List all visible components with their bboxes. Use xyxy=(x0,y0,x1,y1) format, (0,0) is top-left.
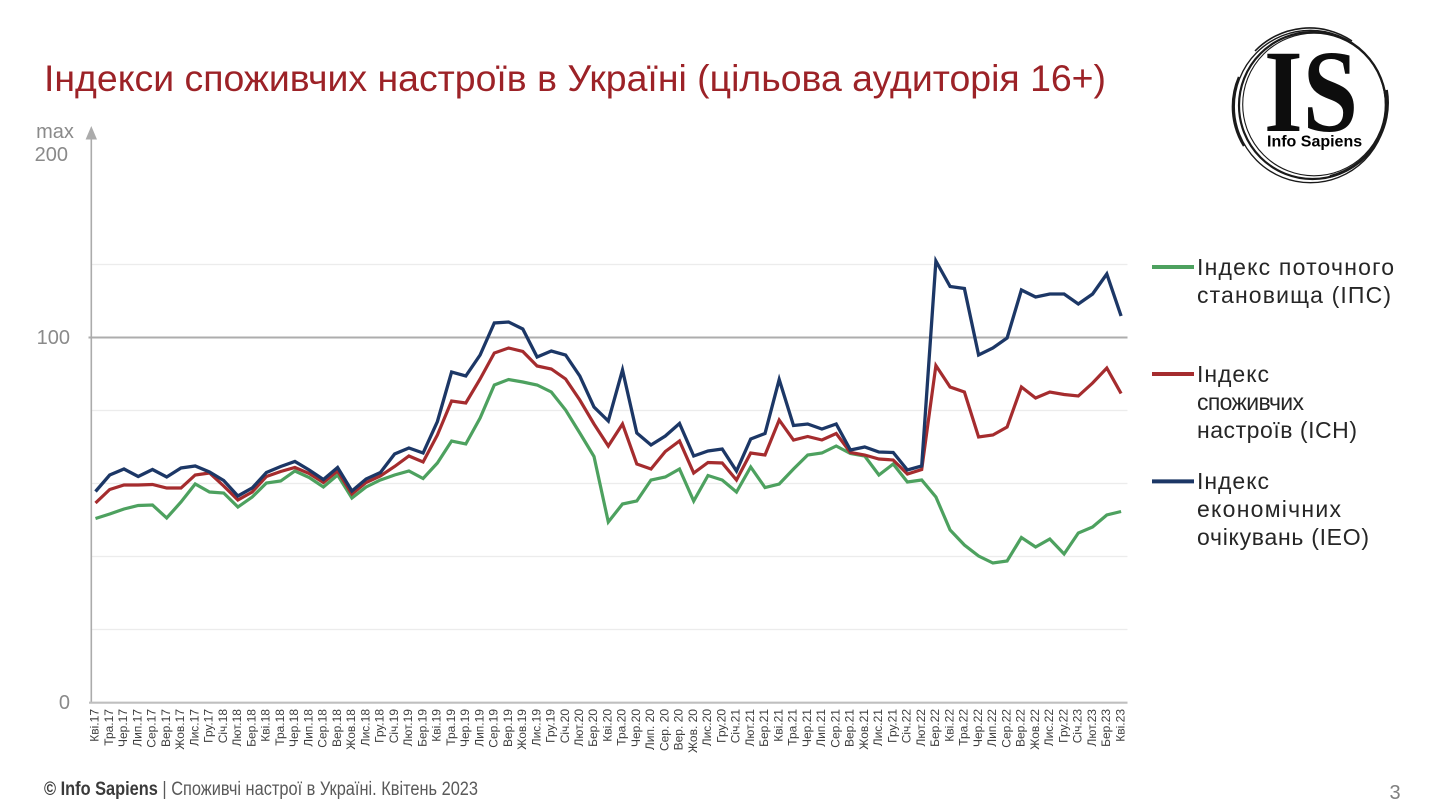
svg-text:Жов.18: Жов.18 xyxy=(344,709,358,750)
svg-text:100: 100 xyxy=(37,327,70,349)
svg-text:споживчих: споживчих xyxy=(1197,389,1305,415)
svg-text:© Info Sapiens | Споживчі наст: © Info Sapiens | Споживчі настрої в Укра… xyxy=(44,779,478,800)
svg-text:200: 200 xyxy=(35,144,68,166)
svg-text:Лип.21: Лип.21 xyxy=(814,709,828,747)
svg-text:Жов.19: Жов.19 xyxy=(515,709,529,750)
svg-text:max: max xyxy=(36,121,74,143)
svg-text:Кві.22: Кві.22 xyxy=(942,709,956,742)
svg-text:Чер.22: Чер.22 xyxy=(971,709,985,747)
svg-text:Тра.19: Тра.19 xyxy=(444,709,458,746)
svg-text:Лип.19: Лип.19 xyxy=(472,709,486,747)
svg-text:Сер. 20: Сер. 20 xyxy=(657,709,671,751)
svg-text:Лип.22: Лип.22 xyxy=(985,709,999,747)
svg-text:Лис.17: Лис.17 xyxy=(187,709,201,747)
svg-text:Гру.21: Гру.21 xyxy=(885,709,899,743)
svg-text:Вер.18: Вер.18 xyxy=(330,709,344,747)
svg-text:Індекс: Індекс xyxy=(1197,361,1269,387)
svg-text:Лип. 20: Лип. 20 xyxy=(643,709,657,750)
svg-text:Гру.22: Гру.22 xyxy=(1056,709,1070,743)
svg-text:Гру.18: Гру.18 xyxy=(373,709,387,743)
svg-text:Лис.18: Лис.18 xyxy=(358,709,372,747)
svg-text:Бер.22: Бер.22 xyxy=(928,709,942,747)
svg-text:0: 0 xyxy=(59,692,70,714)
svg-text:Бер.19: Бер.19 xyxy=(415,709,429,747)
svg-text:IS: IS xyxy=(1264,26,1358,157)
svg-text:Вер.19: Вер.19 xyxy=(501,709,515,747)
svg-text:Вер. 20: Вер. 20 xyxy=(672,709,686,751)
svg-text:Чер.18: Чер.18 xyxy=(287,709,301,747)
svg-text:3: 3 xyxy=(1389,782,1400,804)
svg-text:Сер.19: Сер.19 xyxy=(486,709,500,748)
svg-text:Жов.22: Жов.22 xyxy=(1028,709,1042,750)
svg-text:Жов.21: Жов.21 xyxy=(857,709,871,750)
svg-text:очікувань (ІЕО): очікувань (ІЕО) xyxy=(1197,524,1369,550)
svg-text:Кві.23: Кві.23 xyxy=(1113,709,1127,742)
svg-text:Вер.22: Вер.22 xyxy=(1014,709,1028,747)
svg-text:Чер.19: Чер.19 xyxy=(458,709,472,747)
svg-text:Сер.17: Сер.17 xyxy=(145,709,159,748)
svg-text:Індекс поточного: Індекс поточного xyxy=(1197,254,1394,280)
svg-text:Лют.19: Лют.19 xyxy=(401,709,415,747)
svg-text:Тра.22: Тра.22 xyxy=(957,709,971,746)
svg-text:Лис.21: Лис.21 xyxy=(871,709,885,747)
svg-text:Гру.19: Гру.19 xyxy=(543,709,557,743)
svg-text:Чер.20: Чер.20 xyxy=(629,709,643,747)
svg-text:Гру.20: Гру.20 xyxy=(714,709,728,743)
svg-text:Кві.20: Кві.20 xyxy=(600,709,614,742)
svg-text:Кві.19: Кві.19 xyxy=(430,709,444,742)
svg-text:Бер.20: Бер.20 xyxy=(586,709,600,747)
svg-text:Лис.20: Лис.20 xyxy=(700,709,714,747)
svg-text:Бер.18: Бер.18 xyxy=(244,709,258,747)
svg-text:Січ.18: Січ.18 xyxy=(216,709,230,744)
svg-text:Лис.19: Лис.19 xyxy=(529,709,543,747)
svg-text:Січ.20: Січ.20 xyxy=(558,709,572,744)
svg-text:Січ.19: Січ.19 xyxy=(387,709,401,744)
svg-text:Лют.20: Лют.20 xyxy=(572,709,586,747)
svg-text:Лип.18: Лип.18 xyxy=(301,709,315,747)
svg-text:Сер.21: Сер.21 xyxy=(828,709,842,748)
svg-text:Вер.17: Вер.17 xyxy=(159,709,173,747)
svg-text:Січ.22: Січ.22 xyxy=(900,709,914,744)
svg-text:Лис.22: Лис.22 xyxy=(1042,709,1056,747)
svg-text:становища (ІПС): становища (ІПС) xyxy=(1197,282,1391,308)
svg-text:Гру.17: Гру.17 xyxy=(202,709,216,743)
svg-text:економічних: економічних xyxy=(1197,496,1342,522)
svg-text:Жов.17: Жов.17 xyxy=(173,709,187,750)
svg-text:Чер.17: Чер.17 xyxy=(116,709,130,747)
svg-text:Вер.21: Вер.21 xyxy=(843,709,857,747)
svg-text:Лют.18: Лют.18 xyxy=(230,709,244,747)
svg-text:Жов. 20: Жов. 20 xyxy=(686,709,700,753)
svg-text:Лют.22: Лют.22 xyxy=(914,709,928,747)
svg-text:Бер.21: Бер.21 xyxy=(757,709,771,747)
svg-text:Лип.17: Лип.17 xyxy=(130,709,144,747)
svg-text:Лют.23: Лют.23 xyxy=(1085,709,1099,747)
svg-text:Сер.22: Сер.22 xyxy=(999,709,1013,748)
svg-text:Тра.17: Тра.17 xyxy=(102,709,116,746)
svg-text:Кві.18: Кві.18 xyxy=(259,709,273,742)
svg-text:Індекси споживчих настроїв в У: Індекси споживчих настроїв в Україні (ці… xyxy=(44,58,1106,99)
svg-text:Тра.21: Тра.21 xyxy=(786,709,800,746)
svg-text:Сер.18: Сер.18 xyxy=(316,709,330,748)
svg-text:Бер.23: Бер.23 xyxy=(1099,709,1113,747)
svg-text:настроїв (ІСН): настроїв (ІСН) xyxy=(1197,417,1357,443)
svg-text:Кві.17: Кві.17 xyxy=(88,709,102,742)
svg-text:Тра.20: Тра.20 xyxy=(615,709,629,746)
svg-text:Чер.21: Чер.21 xyxy=(800,709,814,747)
svg-text:Січ.23: Січ.23 xyxy=(1070,709,1084,744)
svg-text:Січ.21: Січ.21 xyxy=(729,709,743,744)
svg-text:Кві.21: Кві.21 xyxy=(771,709,785,742)
svg-text:Info Sapiens: Info Sapiens xyxy=(1267,134,1362,151)
svg-text:Лют.21: Лют.21 xyxy=(743,709,757,747)
svg-text:Індекс: Індекс xyxy=(1197,468,1269,494)
svg-text:Тра.18: Тра.18 xyxy=(273,709,287,746)
